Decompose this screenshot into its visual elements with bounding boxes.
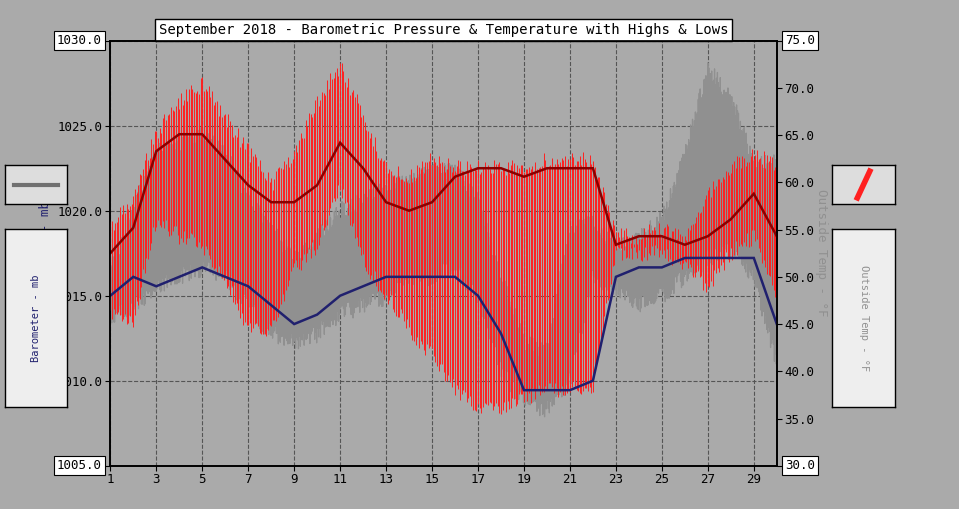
Y-axis label: Outside Temp - °F: Outside Temp - °F <box>815 189 829 317</box>
Text: Barometer - mb: Barometer - mb <box>31 274 41 362</box>
Text: 75.0: 75.0 <box>785 34 815 47</box>
Y-axis label: Barometer - mb: Barometer - mb <box>39 201 52 306</box>
Text: 30.0: 30.0 <box>785 459 815 472</box>
Title: September 2018 - Barometric Pressure & Temperature with Highs & Lows: September 2018 - Barometric Pressure & T… <box>159 23 728 37</box>
Text: Outside Temp - °F: Outside Temp - °F <box>858 265 869 371</box>
Text: 1005.0: 1005.0 <box>57 459 102 472</box>
Text: 1030.0: 1030.0 <box>57 34 102 47</box>
